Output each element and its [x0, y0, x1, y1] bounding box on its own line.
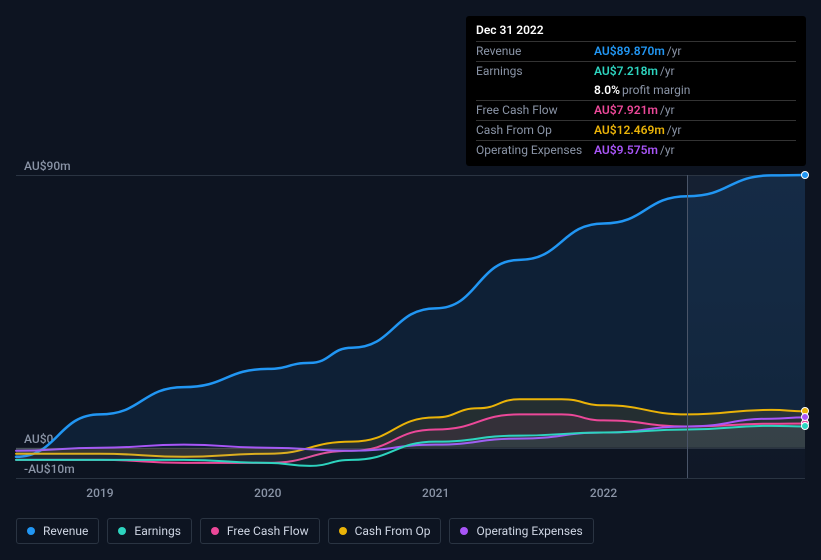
legend-dot-icon — [27, 527, 35, 535]
legend-item-label: Earnings — [134, 524, 181, 538]
series-end-marker-earnings — [801, 422, 809, 430]
x-axis-label: 2021 — [422, 486, 449, 500]
legend-dot-icon — [460, 527, 468, 535]
x-axis-label: 2020 — [254, 486, 281, 500]
legend-dot-icon — [339, 527, 347, 535]
chart-legend: Revenue Earnings Free Cash Flow Cash From O… — [16, 518, 594, 544]
series-end-marker-revenue — [801, 171, 809, 179]
legend-item-label: Cash From Op — [355, 524, 431, 538]
y-gridline — [16, 478, 805, 479]
legend-item-earnings[interactable]: Earnings — [107, 518, 192, 544]
series-end-marker-operating_expenses — [801, 413, 809, 421]
x-axis-label: 2019 — [86, 486, 113, 500]
chart-hover-line — [687, 175, 688, 478]
legend-dot-icon — [118, 527, 126, 535]
legend-item-revenue[interactable]: Revenue — [16, 518, 99, 544]
legend-item-cash_from_op[interactable]: Cash From Op — [328, 518, 442, 544]
legend-dot-icon — [211, 527, 219, 535]
legend-item-label: Free Cash Flow — [227, 524, 309, 538]
x-axis-label: 2022 — [590, 486, 617, 500]
legend-item-label: Operating Expenses — [476, 524, 582, 538]
legend-item-operating_expenses[interactable]: Operating Expenses — [449, 518, 593, 544]
financials-chart[interactable] — [0, 0, 805, 478]
legend-item-free_cash_flow[interactable]: Free Cash Flow — [200, 518, 320, 544]
legend-item-label: Revenue — [43, 524, 88, 538]
